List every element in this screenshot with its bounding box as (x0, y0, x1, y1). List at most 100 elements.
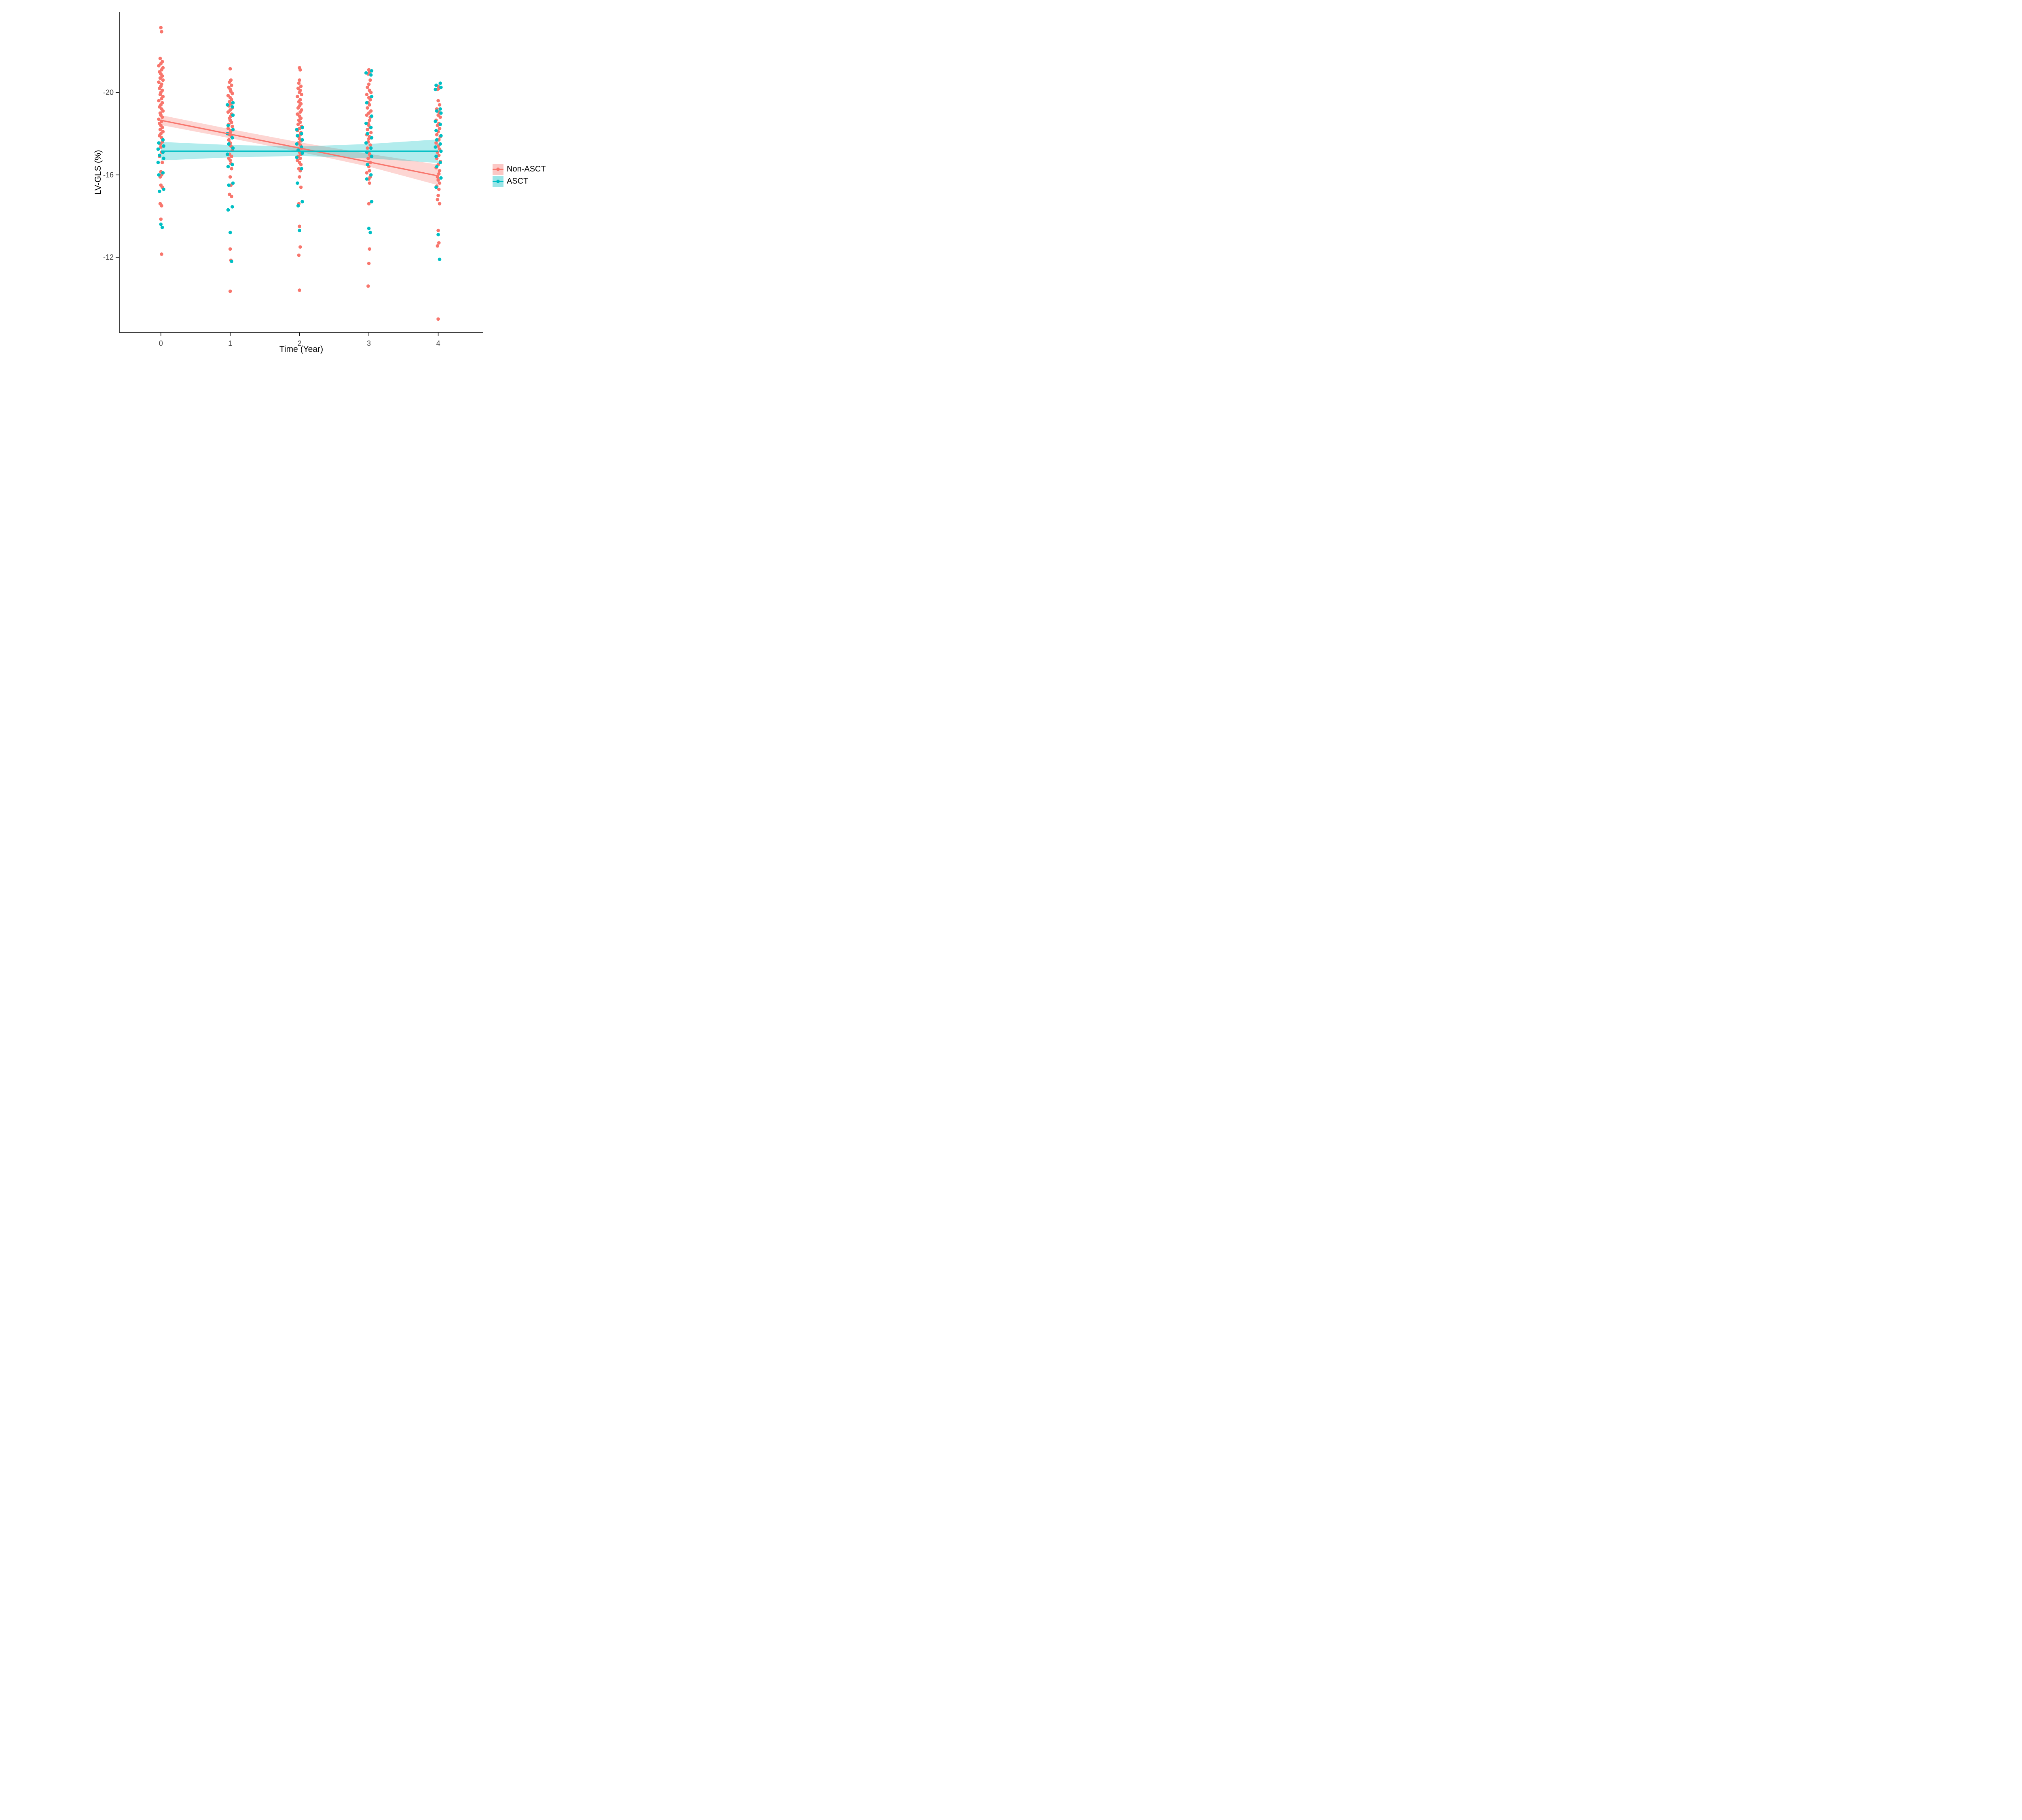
data-point-non-asct (437, 153, 441, 157)
data-point-non-asct (159, 217, 163, 221)
data-point-asct (300, 151, 304, 155)
data-point-non-asct (228, 175, 232, 179)
data-point-non-asct (299, 185, 303, 189)
data-point-asct (231, 105, 234, 109)
chart-svg: -20 -16 -12 0 1 2 3 4 (103, 12, 483, 347)
data-point-asct (434, 83, 438, 87)
data-point-non-asct (368, 181, 372, 185)
legend-key-point (496, 179, 500, 183)
legend-item-non-asct: Non-ASCT (493, 163, 546, 175)
data-point-asct (438, 257, 442, 261)
data-point-asct (296, 181, 299, 185)
data-point-asct (369, 146, 373, 150)
data-point-asct (231, 163, 234, 167)
legend-label: ASCT (507, 176, 529, 186)
data-point-non-asct (368, 119, 372, 122)
data-point-asct (368, 231, 372, 235)
data-point-non-asct (160, 252, 163, 256)
data-point-asct (160, 225, 164, 229)
data-point-asct (230, 259, 234, 263)
x-axis-title: Time (Year) (279, 345, 324, 354)
data-point-asct (298, 229, 302, 233)
data-point-non-asct (438, 115, 442, 119)
data-point-non-asct (298, 288, 302, 292)
data-point-non-asct (366, 106, 370, 110)
data-point-non-asct (157, 99, 161, 103)
data-point-asct (367, 226, 371, 231)
data-point-asct (370, 69, 374, 73)
y-axis-title: LV-GLS (%) (93, 150, 103, 195)
data-point-asct (434, 145, 438, 149)
legend-key-icon (493, 176, 503, 187)
data-point-non-asct (368, 98, 372, 102)
data-point-non-asct (438, 169, 442, 173)
data-point-non-asct (369, 91, 373, 94)
data-point-asct (300, 167, 304, 171)
data-point-non-asct (436, 244, 440, 248)
data-point-non-asct (158, 76, 162, 80)
legend-item-asct: ASCT (493, 176, 546, 187)
data-point-non-asct (296, 123, 300, 126)
data-point-asct (161, 171, 165, 175)
data-point-non-asct (159, 25, 163, 30)
data-point-non-asct (230, 167, 234, 171)
data-point-asct (156, 161, 160, 165)
data-point-non-asct (231, 125, 234, 128)
data-point-asct (231, 128, 235, 131)
data-point-asct (436, 233, 440, 237)
data-point-asct (162, 187, 166, 191)
data-point-non-asct (366, 128, 370, 131)
data-point-asct (300, 125, 304, 129)
data-point-asct (434, 129, 438, 133)
data-point-asct (438, 161, 442, 165)
data-point-non-asct (226, 110, 230, 114)
data-point-asct (158, 153, 161, 157)
data-point-non-asct (157, 80, 161, 84)
data-point-non-asct (299, 163, 303, 167)
data-point-asct (156, 147, 160, 151)
data-point-non-asct (228, 289, 232, 293)
data-point-non-asct (365, 93, 369, 97)
data-point-asct (369, 73, 373, 77)
data-point-asct (370, 95, 374, 99)
data-point-non-asct (366, 146, 370, 150)
data-point-non-asct (436, 229, 440, 233)
data-point-non-asct (160, 115, 164, 119)
data-point-asct (157, 173, 161, 177)
data-point-non-asct (157, 117, 161, 121)
data-point-asct (231, 101, 235, 105)
data-point-non-asct (158, 128, 162, 131)
data-point-asct (369, 125, 373, 129)
data-point-non-asct (436, 178, 440, 182)
data-point-asct (157, 141, 161, 145)
data-point-non-asct (228, 67, 232, 71)
data-point-asct (226, 165, 230, 169)
data-point-asct (162, 144, 166, 148)
data-point-non-asct (160, 97, 163, 101)
data-point-asct (231, 181, 235, 185)
data-point-asct (228, 231, 232, 235)
data-point-non-asct (297, 81, 301, 85)
data-point-asct (295, 128, 299, 131)
data-point-non-asct (298, 224, 302, 228)
data-point-non-asct (298, 68, 302, 72)
x-tick-label: 2 (298, 339, 302, 347)
data-point-asct (227, 183, 231, 187)
data-point-asct (369, 173, 373, 177)
legend: Non-ASCT ASCT (493, 163, 546, 187)
data-point-asct (438, 81, 442, 85)
data-point-non-asct (296, 95, 299, 99)
data-point-asct (434, 87, 438, 91)
x-tick-label: 1 (228, 339, 232, 347)
data-point-asct (435, 165, 439, 169)
data-point-non-asct (161, 78, 165, 82)
data-point-asct (300, 200, 304, 203)
data-point-non-asct (366, 284, 370, 288)
data-point-asct (161, 138, 165, 142)
data-point-asct (162, 157, 166, 160)
data-point-non-asct (298, 245, 302, 249)
data-point-non-asct (298, 110, 302, 114)
legend-label: Non-ASCT (507, 164, 546, 174)
data-point-asct (231, 136, 234, 140)
data-point-asct (435, 138, 439, 142)
